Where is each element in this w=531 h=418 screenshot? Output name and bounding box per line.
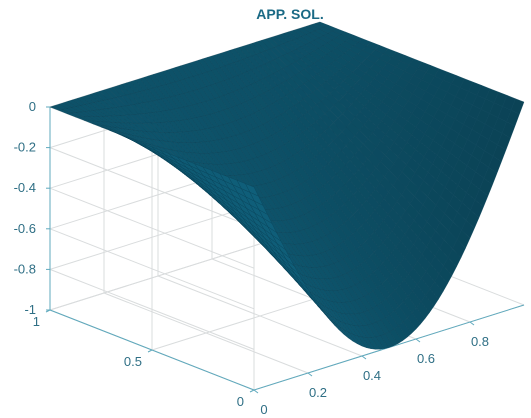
- z-tick-label: -0.8: [14, 261, 36, 276]
- x-tick-mark: [253, 389, 259, 394]
- z-tick-label: 0: [29, 99, 36, 114]
- z-tick-label: -0.2: [14, 140, 36, 155]
- chart-title: APP. SOL.: [256, 6, 323, 22]
- x-tick-label: 0.4: [363, 368, 381, 383]
- z-tick-label: -0.4: [14, 180, 36, 195]
- y-tick-label: 1: [33, 314, 40, 329]
- y-tick-label: 0.5: [124, 354, 142, 369]
- surface-patch: [510, 98, 525, 115]
- z-tick-label: -0.6: [14, 221, 36, 236]
- x-tick-mark: [307, 372, 313, 377]
- x-tick-mark: [361, 355, 367, 360]
- y-tick-mark: [147, 349, 153, 353]
- y-tick-mark: [45, 309, 51, 313]
- x-tick-mark: [415, 338, 421, 343]
- tick-labels: 0 -0.2 -0.4 -0.6 -0.8 -1 0 0.2 0.4 0.6 0.8 0 0.5 1: [14, 99, 489, 417]
- x-tick-mark: [469, 321, 475, 326]
- x-tick-label: 0.6: [417, 351, 435, 366]
- x-tick-label: 0.2: [309, 385, 327, 400]
- y-tick-mark: [249, 389, 255, 393]
- x-tick-label: 0: [260, 402, 267, 417]
- z-tick-label: -1: [24, 302, 36, 317]
- y-tick-label: 0: [237, 394, 244, 409]
- x-tick-label: 0.8: [471, 334, 489, 349]
- surface-mesh: [49, 21, 525, 350]
